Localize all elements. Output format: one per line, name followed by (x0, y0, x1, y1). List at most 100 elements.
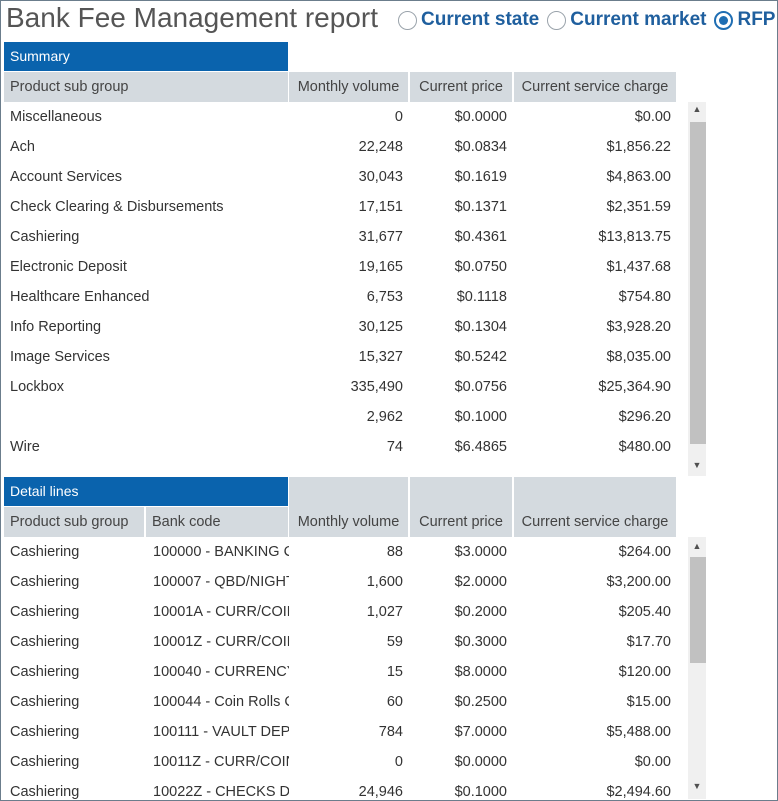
summary-header-current-price[interactable]: Current price (410, 72, 512, 102)
table-row[interactable]: Electronic Deposit 19,165 $0.0750 $1,437.68 (0, 252, 690, 282)
table-row[interactable]: Wire 74 $6.4865 $480.00 (0, 432, 690, 462)
cell-monthly-volume: 19,165 (358, 259, 403, 275)
cell-current-price: $8.0000 (454, 664, 507, 680)
summary-header-current-service-charge[interactable]: Current service charge (514, 72, 676, 102)
cell-product-sub-group: Miscellaneous (10, 109, 102, 125)
summary-header-product-sub-group[interactable]: Product sub group (4, 72, 288, 102)
cell-current-service-charge: $1,856.22 (606, 139, 671, 155)
scrollbar-thumb[interactable] (690, 557, 706, 663)
table-row[interactable]: Cashiering 100111 - VAULT DEP 784 $7.0000 $5… (0, 717, 690, 747)
detail-header-bank-code[interactable]: Bank code (146, 507, 288, 537)
cell-current-price: $0.0000 (454, 754, 507, 770)
detail-header-current-price[interactable]: Current price (410, 507, 512, 537)
detail-header-current-service-charge[interactable]: Current service charge (514, 507, 676, 537)
cell-current-price: $0.1619 (454, 169, 507, 185)
cell-product-sub-group: Cashiering (10, 634, 80, 650)
cell-current-service-charge: $0.00 (634, 109, 671, 125)
cell-monthly-volume: 17,151 (358, 199, 403, 215)
scroll-down-arrow-icon[interactable]: ▼ (692, 460, 702, 470)
summary-section-title: Summary (4, 42, 288, 71)
cell-product-sub-group: Check Clearing & Disbursements (10, 199, 224, 215)
cell-current-price: $0.1000 (454, 784, 507, 799)
cell-product-sub-group: Info Reporting (10, 319, 102, 335)
cell-product-sub-group: Healthcare Enhanced (10, 289, 150, 305)
table-row[interactable]: Cashiering 10001Z - CURR/COIN 59 $0.3000 $17… (0, 627, 690, 657)
cell-monthly-volume: 22,248 (358, 139, 403, 155)
radio-rfp[interactable]: RFP (714, 9, 775, 31)
radio-label: Current state (421, 9, 540, 30)
radio-current-state[interactable]: Current state (398, 9, 539, 31)
cell-current-service-charge: $4,863.00 (606, 169, 671, 185)
table-row[interactable]: Check Clearing & Disbursements 17,151 $0.1… (0, 192, 690, 222)
cell-current-service-charge: $8,035.00 (606, 349, 671, 365)
cell-product-sub-group: Electronic Deposit (10, 259, 127, 275)
cell-current-service-charge: $480.00 (618, 439, 671, 455)
cell-current-service-charge: $754.80 (618, 289, 671, 305)
cell-product-sub-group: Cashiering (10, 724, 80, 740)
cell-current-service-charge: $5,488.00 (606, 724, 671, 740)
cell-product-sub-group: Cashiering (10, 604, 80, 620)
cell-current-service-charge: $0.00 (634, 754, 671, 770)
cell-current-price: $0.1000 (454, 409, 507, 425)
cell-product-sub-group: Image Services (10, 349, 110, 365)
table-row[interactable]: Cashiering 100007 - QBD/NIGHT 1,600 $2.0000… (0, 567, 690, 597)
cell-monthly-volume: 30,125 (358, 319, 403, 335)
summary-header-monthly-volume[interactable]: Monthly volume (289, 72, 408, 102)
cell-monthly-volume: 31,677 (358, 229, 403, 245)
detail-table-body: Cashiering 100000 - BANKING C 88 $3.0000 $26… (0, 537, 690, 799)
scroll-up-arrow-icon[interactable]: ▲ (692, 104, 702, 114)
cell-current-service-charge: $2,494.60 (606, 784, 671, 799)
cell-current-service-charge: $264.00 (618, 544, 671, 560)
table-row[interactable]: Cashiering 10022Z - CHECKS DI 24,946 $0.100… (0, 777, 690, 799)
cell-monthly-volume: 15 (386, 664, 403, 680)
report-title: Bank Fee Management report (6, 2, 378, 33)
cell-bank-code: 10001A - CURR/COIN (153, 604, 289, 620)
table-row[interactable]: Info Reporting 30,125 $0.1304 $3,928.20 (0, 312, 690, 342)
cell-monthly-volume: 784 (378, 724, 403, 740)
summary-scrollbar[interactable]: ▲ ▼ (688, 102, 706, 476)
report-header: Bank Fee Management report Current state… (0, 0, 778, 38)
cell-current-price: $0.1118 (456, 289, 507, 305)
cell-product-sub-group: Cashiering (10, 544, 80, 560)
table-row[interactable]: Lockbox 335,490 $0.0756 $25,364.90 (0, 372, 690, 402)
cell-monthly-volume: 1,600 (366, 574, 403, 590)
table-row[interactable]: Cashiering 100044 - Coin Rolls C 60 $0.2500… (0, 687, 690, 717)
detail-header-filler (289, 477, 408, 507)
table-row[interactable]: 2,962 $0.1000 $296.20 (0, 402, 690, 432)
radio-circle-icon[interactable] (547, 10, 567, 30)
table-row[interactable]: Cashiering 10001A - CURR/COIN 1,027 $0.2000… (0, 597, 690, 627)
cell-current-price: $0.5242 (454, 349, 507, 365)
radio-current-market[interactable]: Current market (547, 9, 706, 31)
table-row[interactable]: Cashiering 100040 - CURRENCY 15 $8.0000 $120… (0, 657, 690, 687)
detail-scrollbar[interactable]: ▲ ▼ (688, 537, 706, 799)
cell-current-price: $0.1304 (454, 319, 507, 335)
cell-current-price: $3.0000 (454, 544, 507, 560)
detail-header-filler (514, 477, 676, 507)
cell-bank-code: 100044 - Coin Rolls C (153, 694, 289, 710)
cell-current-service-charge: $296.20 (618, 409, 671, 425)
scroll-up-arrow-icon[interactable]: ▲ (692, 541, 702, 551)
cell-bank-code: 100000 - BANKING C (153, 544, 289, 560)
scrollbar-thumb[interactable] (690, 122, 706, 444)
table-row[interactable]: Account Services 30,043 $0.1619 $4,863.00 (0, 162, 690, 192)
detail-header-monthly-volume[interactable]: Monthly volume (289, 507, 408, 537)
cell-monthly-volume: 60 (386, 694, 403, 710)
cell-bank-code: 10022Z - CHECKS DI (153, 784, 289, 799)
cell-product-sub-group: Wire (10, 439, 40, 455)
table-row[interactable]: Healthcare Enhanced 6,753 $0.1118 $754.80 (0, 282, 690, 312)
cell-current-price: $0.0756 (454, 379, 507, 395)
cell-product-sub-group: Cashiering (10, 694, 80, 710)
cell-current-price: $0.2500 (454, 694, 507, 710)
table-row[interactable]: Cashiering 100000 - BANKING C 88 $3.0000 $26… (0, 537, 690, 567)
scroll-down-arrow-icon[interactable]: ▼ (692, 781, 702, 791)
cell-monthly-volume: 0 (394, 109, 403, 125)
table-row[interactable]: Cashiering 31,677 $0.4361 $13,813.75 (0, 222, 690, 252)
table-row[interactable]: Cashiering 10011Z - CURR/COIN 0 $0.0000 $0.0… (0, 747, 690, 777)
table-row[interactable]: Image Services 15,327 $0.5242 $8,035.00 (0, 342, 690, 372)
table-row[interactable]: Miscellaneous 0 $0.0000 $0.00 (0, 102, 690, 132)
detail-header-product-sub-group[interactable]: Product sub group (4, 507, 144, 537)
radio-checked-icon[interactable] (714, 10, 734, 30)
table-row[interactable]: Ach 22,248 $0.0834 $1,856.22 (0, 132, 690, 162)
radio-circle-icon[interactable] (398, 10, 417, 30)
radio-label: Current market (570, 9, 707, 30)
